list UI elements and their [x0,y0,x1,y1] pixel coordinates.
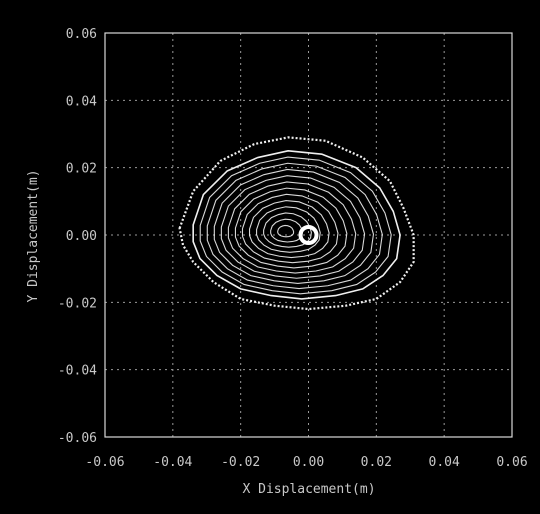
y-tick-label: -0.02 [58,296,97,311]
y-tick-label: 0.06 [66,27,97,42]
inner-trajectory-loop [277,224,295,238]
inner-trajectory-loop [241,193,339,264]
y-tick-label: 0.02 [66,162,97,177]
inner-trajectory-loop [199,156,392,295]
inner-trajectory-loop [263,212,312,248]
grid-layer [105,33,512,437]
inner-trajectory-loop [256,206,321,253]
trajectory-series [192,150,401,300]
plot-frame [104,32,513,438]
inner-trajectory-loop [248,200,330,259]
y-tick-label: -0.06 [58,431,97,446]
y-tick-label: 0.04 [66,94,97,109]
x-tick-label: 0.00 [293,455,324,470]
x-tick-label: -0.04 [153,455,192,470]
trajectory-layer [178,136,415,311]
inner-trajectory-loop [227,181,357,274]
inner-trajectory-loop [206,162,383,290]
y-tick-label: 0.00 [66,229,97,244]
tick-layer: -0.06 -0.04 -0.02 0.00 0.02 0.04 0.06 -0.06 -0.0… [58,27,528,470]
inner-trajectory-loop [213,168,375,284]
inner-trajectory-loop [220,175,366,279]
y-tick-label: -0.04 [58,364,97,379]
x-tick-label: -0.06 [85,455,124,470]
x-tick-label: 0.06 [496,455,527,470]
trajectory-series [178,136,415,311]
inner-trajectory-loop [234,187,348,269]
y-axis-label: Y Displacement(m) [26,169,41,302]
x-tick-label: 0.02 [361,455,392,470]
end-position-marker [298,225,319,245]
x-tick-label: -0.02 [221,455,260,470]
x-axis-label: X Displacement(m) [242,482,375,497]
x-tick-label: 0.04 [429,455,460,470]
inner-trajectory-loop [270,218,304,243]
